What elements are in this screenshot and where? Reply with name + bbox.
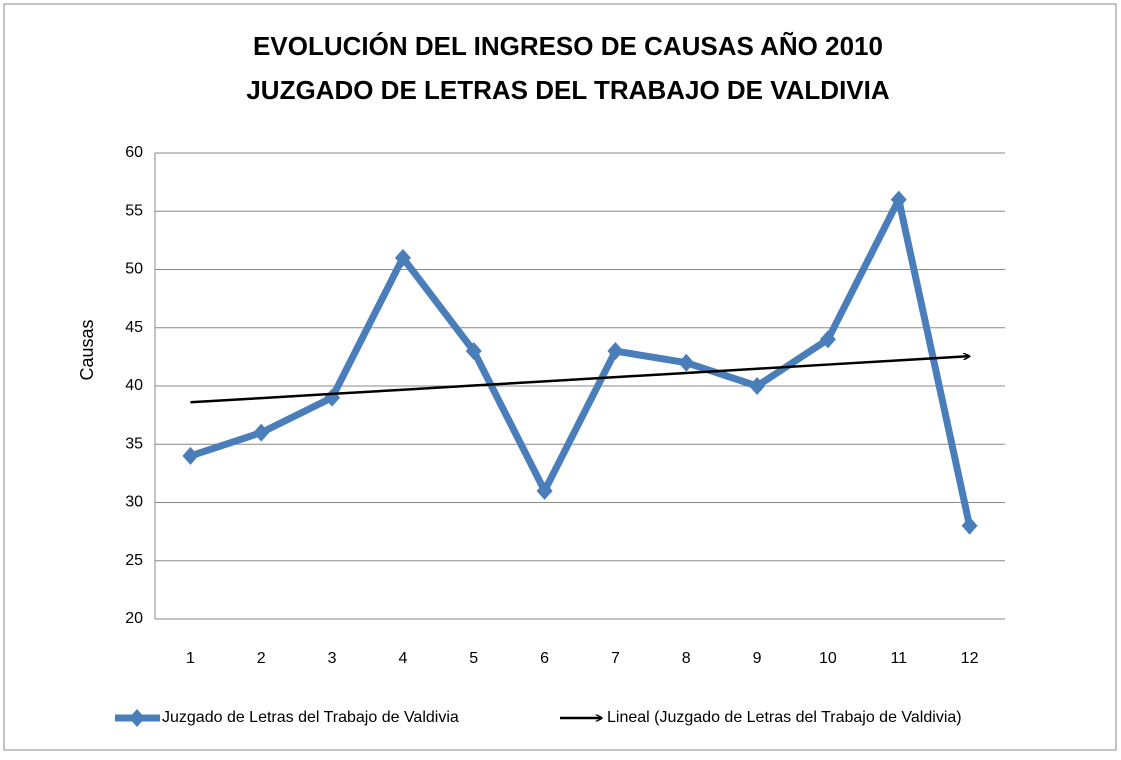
x-tick-label: 1 [186,650,195,667]
y-tick-label: 35 [125,435,143,452]
point-marker [607,342,624,361]
x-tick-label: 8 [682,650,691,667]
y-tick-label: 50 [125,261,143,278]
y-axis-label: Causas [77,319,97,380]
chart-title: EVOLUCIÓN DEL INGRESO DE CAUSAS AÑO 2010 [253,31,883,61]
x-tick-label: 2 [257,650,266,667]
x-tick-label: 12 [961,650,979,667]
point-marker [890,190,907,209]
point-marker [253,423,270,442]
x-tick-label: 6 [540,650,549,667]
y-tick-label: 55 [125,202,143,219]
x-tick-label: 10 [819,650,837,667]
x-tick-label: 7 [611,650,620,667]
legend-label: Juzgado de Letras del Trabajo de Valdivi… [162,709,459,726]
y-tick-label: 30 [125,494,143,511]
x-tick-label: 3 [328,650,337,667]
point-marker [819,330,836,349]
x-tick-label: 5 [469,650,478,667]
trend-line [190,356,969,404]
point-marker [394,248,411,267]
point-marker [536,481,553,500]
y-tick-label: 60 [125,144,143,161]
y-tick-label: 25 [125,552,143,569]
series-line [189,196,974,527]
x-tick-label: 4 [398,650,407,667]
legend-swatch-marker [129,709,145,727]
chart-border [3,3,1117,751]
y-tick-label: 40 [125,377,143,394]
y-tick-label: 45 [125,319,143,336]
chart-subtitle: JUZGADO DE LETRAS DEL TRABAJO DE VALDIVI… [246,75,890,105]
y-tick-label: 20 [125,610,143,627]
x-tick-label: 11 [890,650,907,667]
legend-label: Lineal (Juzgado de Letras del Trabajo de… [607,709,962,726]
point-marker [182,446,199,465]
point-marker [465,342,482,361]
point-marker [961,516,978,535]
point-marker [749,377,766,395]
x-tick-label: 9 [753,650,762,667]
point-marker [678,353,695,372]
